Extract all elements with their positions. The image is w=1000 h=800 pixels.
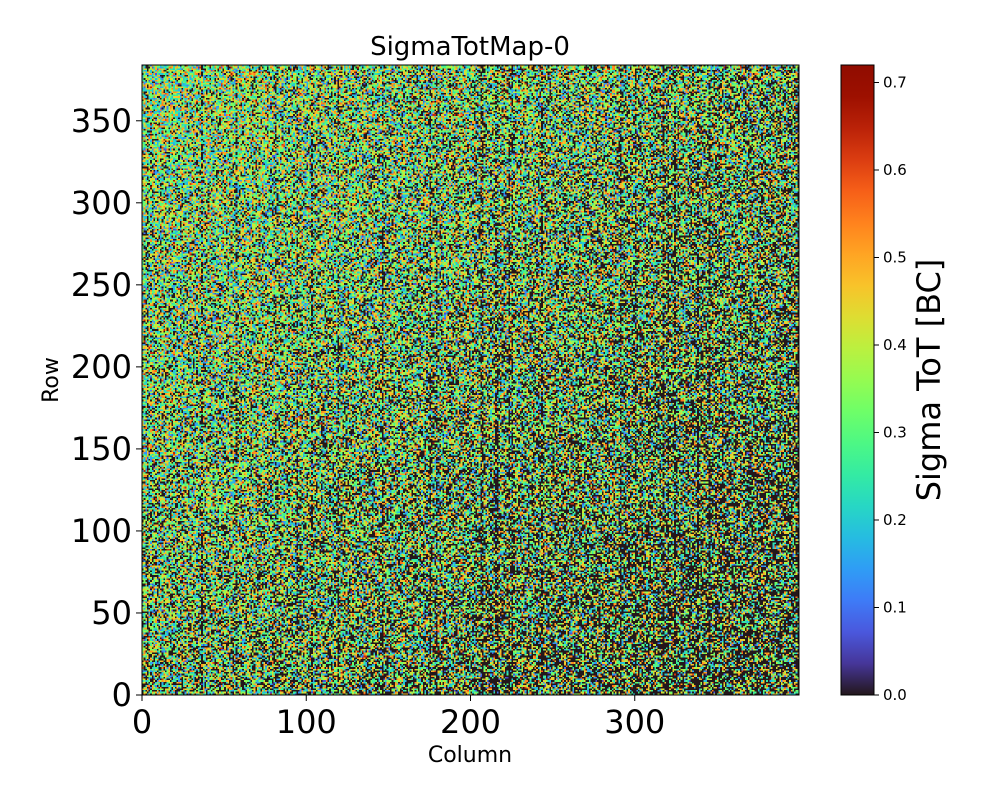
y-tick-label: 150	[71, 430, 132, 468]
y-tick-label: 100	[71, 512, 132, 550]
y-tick-label: 350	[71, 102, 132, 140]
heatmap-image	[142, 65, 799, 695]
colorbar-label: Sigma ToT [BC]	[910, 259, 948, 502]
colorbar-tick-label: 0.2	[883, 511, 907, 529]
y-tick-label: 50	[91, 594, 132, 632]
y-tick-label: 200	[71, 348, 132, 386]
y-tick-label: 250	[71, 266, 132, 304]
x-axis: 0 100 200 300	[132, 695, 665, 741]
y-axis: 0 50 100 150 200 250 300 350	[71, 102, 142, 714]
colorbar-tick-label: 0.0	[883, 686, 907, 704]
x-axis-label: Column	[428, 743, 512, 768]
heatmap-container	[142, 65, 799, 695]
colorbar-tick-label: 0.1	[883, 599, 907, 617]
x-tick-label: 200	[440, 703, 501, 741]
x-tick-label: 100	[276, 703, 337, 741]
y-tick-label: 300	[71, 184, 132, 222]
colorbar	[840, 64, 875, 696]
colorbar-tick-label: 0.7	[883, 74, 907, 92]
y-axis-label: Row	[39, 357, 64, 403]
colorbar-tick-label: 0.6	[883, 161, 907, 179]
colorbar-tick-label: 0.3	[883, 424, 907, 442]
colorbar-tick-label: 0.5	[883, 249, 907, 267]
colorbar-axis: 0.0 0.1 0.2 0.3 0.4 0.5 0.6 0.7	[874, 74, 907, 704]
colorbar-tick-label: 0.4	[883, 336, 907, 354]
x-tick-label: 0	[132, 703, 152, 741]
x-tick-label: 300	[604, 703, 665, 741]
y-tick-label: 0	[112, 676, 132, 714]
chart-title: SigmaTotMap-0	[370, 32, 570, 62]
